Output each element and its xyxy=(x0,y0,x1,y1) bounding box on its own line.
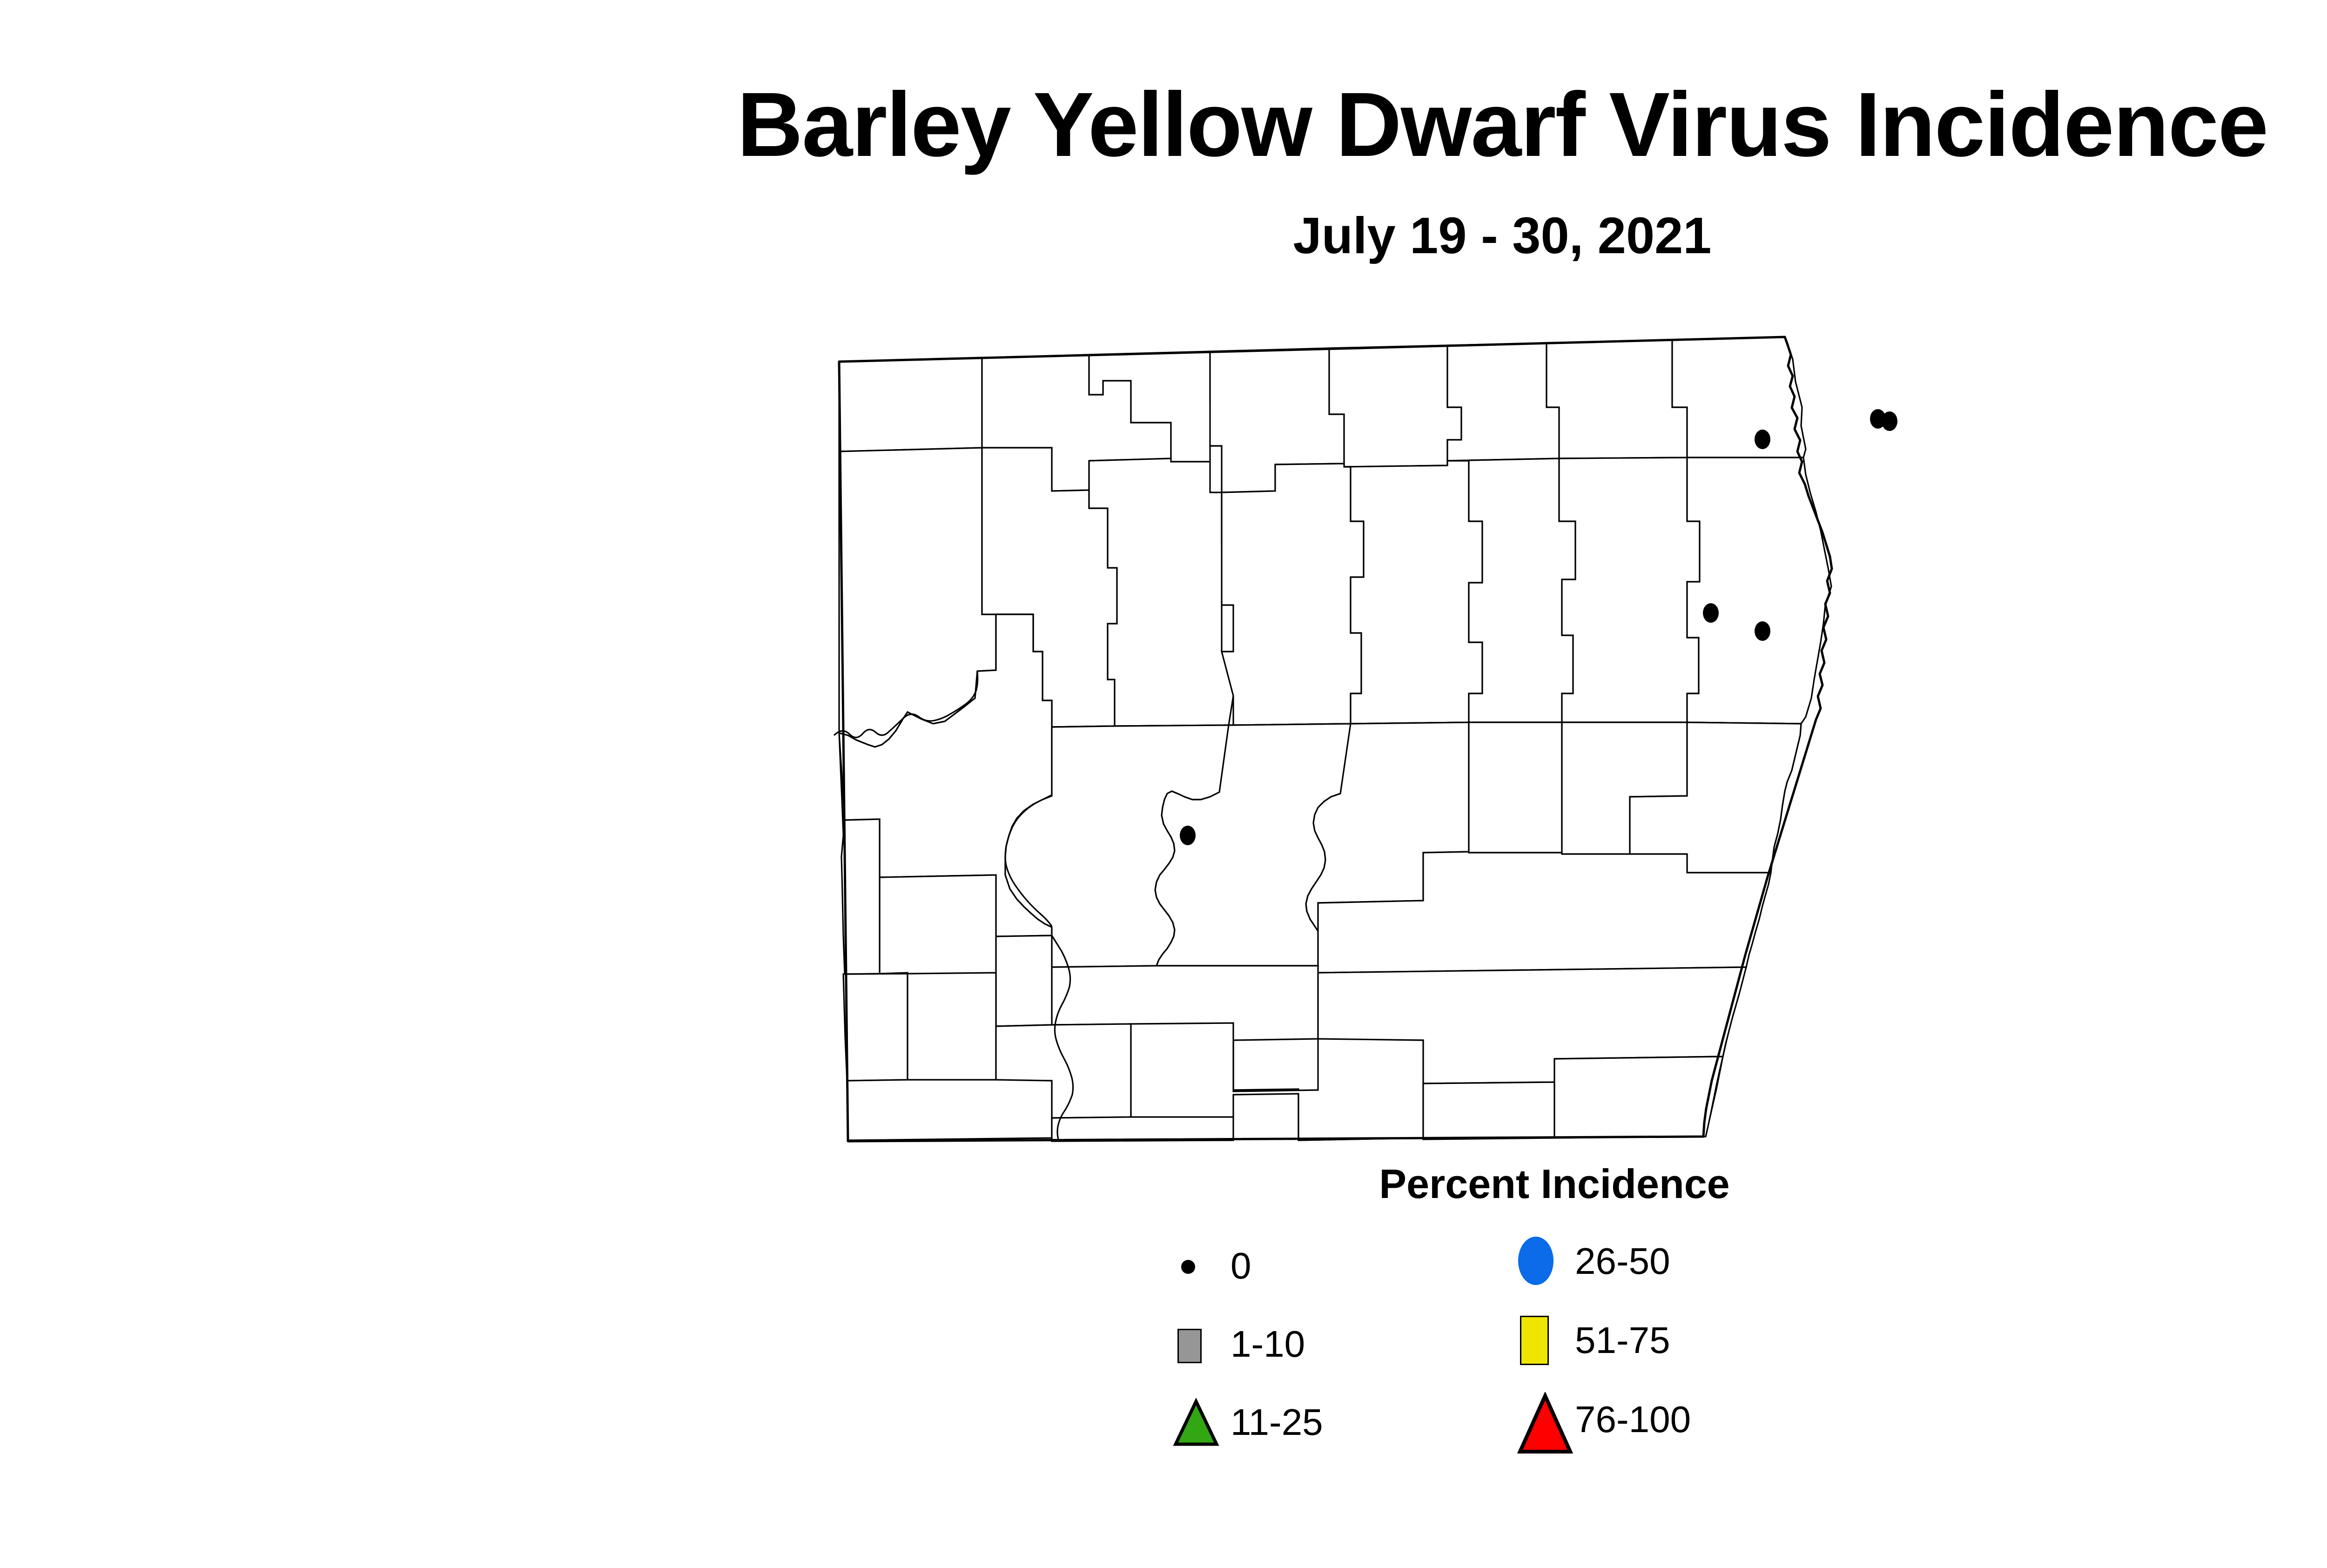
county-polygons xyxy=(839,337,1831,1141)
legend-item-0[interactable]: 0 xyxy=(1159,1236,1251,1296)
map-data-point xyxy=(1755,430,1770,449)
nd-county-map-svg xyxy=(763,326,1897,1154)
gray-square-icon xyxy=(1159,1314,1229,1374)
legend-item-1[interactable]: 1-10 xyxy=(1159,1314,1305,1374)
red-triangle-icon xyxy=(1503,1389,1574,1454)
north-dakota-map xyxy=(763,326,2113,1154)
state-outline xyxy=(839,337,1832,1141)
legend: Percent Incidence 0 1-10 xyxy=(1159,1164,1950,1489)
map-data-point xyxy=(1870,409,1886,429)
legend-item-4[interactable]: 51-75 xyxy=(1503,1310,1670,1371)
map-data-point xyxy=(1703,603,1719,623)
map-data-point xyxy=(1755,621,1770,641)
legend-item-2[interactable]: 11-25 xyxy=(1159,1392,1323,1453)
legend-item-5[interactable]: 76-100 xyxy=(1503,1389,1691,1454)
green-triangle-icon xyxy=(1159,1392,1229,1453)
yellow-rectangle-icon xyxy=(1503,1310,1573,1371)
legend-grid: 0 1-10 11-25 xyxy=(1159,1236,1950,1487)
legend-item-3[interactable]: 26-50 xyxy=(1503,1231,1670,1292)
blue-ellipse-icon xyxy=(1503,1231,1573,1292)
legend-item-label: 1-10 xyxy=(1231,1323,1305,1365)
legend-item-label: 76-100 xyxy=(1575,1399,1691,1440)
legend-item-label: 11-25 xyxy=(1231,1401,1323,1443)
map-data-point xyxy=(1882,411,1897,431)
legend-title: Percent Incidence xyxy=(1379,1161,1730,1207)
page-subtitle: July 19 - 30, 2021 xyxy=(1293,207,1712,264)
legend-item-label: 0 xyxy=(1231,1245,1251,1286)
map-data-point xyxy=(1180,826,1196,845)
legend-item-label: 26-50 xyxy=(1575,1240,1670,1282)
small-black-circle-icon xyxy=(1159,1236,1229,1296)
page-title: Barley Yellow Dwarf Virus Incidence xyxy=(737,74,2269,175)
title-block: Barley Yellow Dwarf Virus Incidence July… xyxy=(0,0,2327,262)
nd-border-path xyxy=(839,337,1832,1141)
legend-item-label: 51-75 xyxy=(1575,1319,1670,1361)
data-point-layer xyxy=(1180,409,1897,845)
missouri-river xyxy=(834,672,1073,1139)
